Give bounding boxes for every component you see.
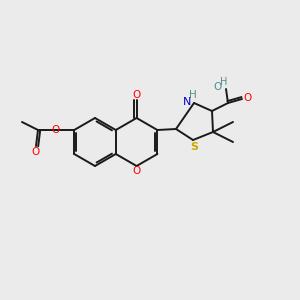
Text: H: H xyxy=(220,77,228,87)
Text: O: O xyxy=(133,166,141,176)
Text: H: H xyxy=(189,90,197,100)
Text: O: O xyxy=(31,147,39,157)
Text: O: O xyxy=(243,93,251,103)
Text: O: O xyxy=(214,82,222,92)
Text: S: S xyxy=(190,142,198,152)
Text: O: O xyxy=(133,90,141,100)
Text: N: N xyxy=(183,97,191,107)
Text: O: O xyxy=(51,125,59,135)
